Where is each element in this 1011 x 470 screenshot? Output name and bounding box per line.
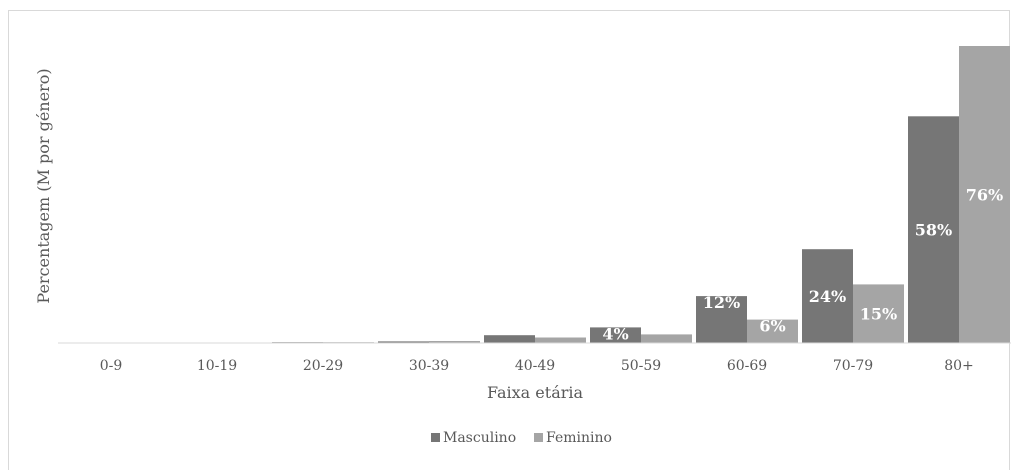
x-tick-label: 20-29	[303, 358, 343, 374]
x-tick-label: 60-69	[727, 358, 767, 374]
bar-chart: Percentagem (M por género) Faixa etária …	[0, 0, 1011, 460]
legend-swatch-masculino	[431, 433, 440, 442]
bars-group: 4% 12% 6% 24% 15% 58% 76%	[60, 46, 1010, 343]
data-label-feminino-80+: 76%	[966, 186, 1003, 205]
legend-label-feminino: Feminino	[546, 430, 612, 446]
x-tick-label: 50-59	[621, 358, 661, 374]
x-tick-label: 0-9	[100, 358, 123, 374]
x-tick-labels: 0-9 10-19 20-29 30-39 40-49 50-59 60-69 70-79 80…	[100, 358, 974, 374]
y-axis-title: Percentagem (M por género)	[34, 68, 53, 303]
data-label-masculino-50-59: 4%	[602, 324, 628, 343]
data-label-masculino-60-69: 12%	[703, 293, 740, 312]
x-tick-label: 70-79	[833, 358, 873, 374]
data-label-feminino-70-79: 15%	[860, 305, 897, 324]
data-label-feminino-60-69: 6%	[759, 317, 785, 336]
legend: Masculino Feminino	[431, 430, 612, 446]
bar-feminino-50-59	[641, 334, 692, 343]
x-axis-title: Faixa etária	[487, 383, 584, 402]
data-label-masculino-70-79: 24%	[809, 287, 846, 306]
x-tick-label: 80+	[944, 358, 974, 374]
data-label-masculino-80+: 58%	[915, 221, 952, 240]
x-tick-label: 10-19	[197, 358, 237, 374]
bar-masculino-40-49	[484, 335, 535, 343]
legend-swatch-feminino	[534, 433, 543, 442]
legend-label-masculino: Masculino	[443, 430, 516, 446]
x-tick-label: 30-39	[409, 358, 449, 374]
x-tick-label: 40-49	[515, 358, 555, 374]
bar-feminino-40-49	[535, 338, 586, 344]
